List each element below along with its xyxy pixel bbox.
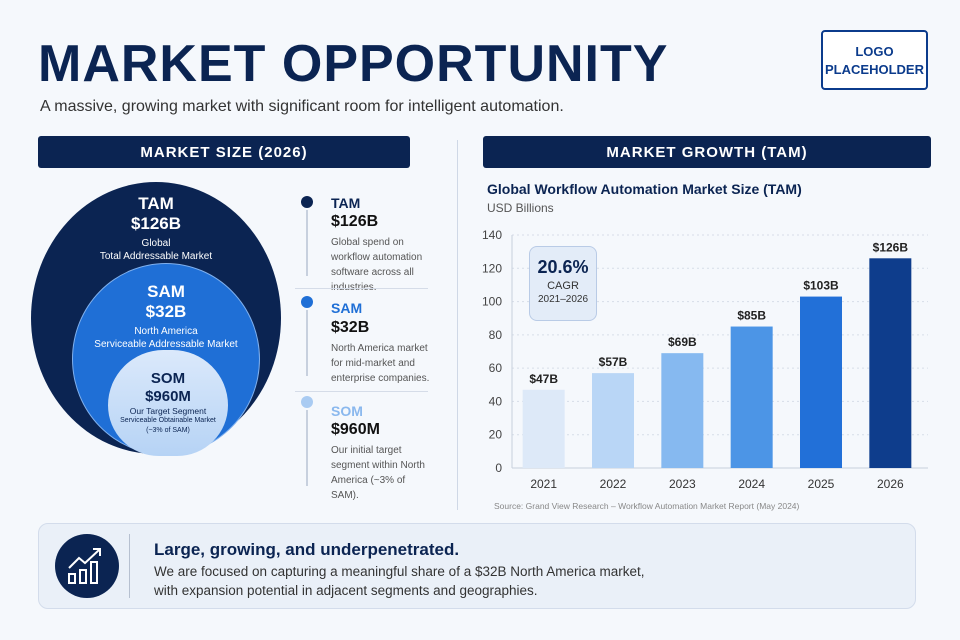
tam-dot — [301, 196, 313, 208]
source-note: Source: Grand View Research – Workflow A… — [494, 501, 800, 511]
bar-2025 — [800, 296, 842, 468]
separator — [295, 391, 428, 392]
market-size-header: MARKET SIZE (2026) — [38, 136, 410, 168]
tam-line1: Global — [141, 238, 171, 249]
sam-line2: Serviceable Addressable Market — [94, 339, 238, 350]
tam-item-label: TAM — [331, 195, 361, 211]
tam-value: $126B — [130, 214, 182, 233]
cagr-box: 20.6% CAGR 2021–2026 — [529, 246, 597, 321]
som-value: $960M — [145, 388, 191, 405]
market-growth-header: MARKET GROWTH (TAM) — [483, 136, 931, 168]
logo-line1: LOGO — [855, 43, 894, 59]
sam-dot — [301, 296, 313, 308]
tam-item-desc: Global spend on workflow automation soft… — [331, 237, 423, 293]
y-tick-label: 20 — [489, 428, 503, 442]
som-circle: SOM $960M Our Target Segment Serviceable… — [108, 350, 228, 456]
tam-item-value: $126B — [331, 213, 379, 230]
bar-2022 — [592, 373, 634, 468]
tam-line — [306, 210, 308, 276]
logo-line2: PLACEHOLDER — [825, 61, 924, 77]
som-line — [306, 410, 308, 486]
som-item-value: $960M — [331, 421, 380, 438]
sam-line1: North America — [134, 326, 198, 337]
som-dot — [301, 396, 313, 408]
som-label: SOM — [150, 370, 186, 387]
tam-label: TAM — [138, 194, 174, 213]
y-tick-label: 120 — [482, 261, 502, 275]
sam-line — [306, 310, 308, 376]
sam-value: $32B — [145, 302, 187, 321]
sam-label: SAM — [147, 282, 185, 301]
tam-line2: Total Addressable Market — [99, 251, 213, 262]
bar-2026 — [869, 258, 912, 468]
y-tick-label: 0 — [495, 461, 502, 475]
som-item-desc: Our initial target segment within North … — [331, 445, 425, 501]
data-label: $85B — [737, 309, 766, 323]
data-label: $69B — [668, 335, 697, 349]
data-label: $103B — [803, 279, 839, 293]
x-tick-label: 2024 — [738, 477, 765, 491]
bar-2024 — [730, 326, 773, 468]
sam-item-label: SAM — [331, 300, 363, 316]
chart-unit: USD Billions — [487, 201, 554, 215]
y-tick-label: 100 — [482, 295, 502, 309]
data-label: $57B — [599, 355, 628, 369]
sam-item-value: $32B — [331, 319, 370, 336]
som-line3: (~3% of SAM) — [146, 427, 190, 434]
som-item-label: SOM — [331, 403, 363, 419]
banner-divider — [129, 534, 130, 598]
x-tick-label: 2021 — [530, 477, 557, 491]
cagr-period: 2021–2026 — [537, 294, 589, 305]
x-tick-label: 2022 — [600, 477, 627, 491]
growth-chart-icon — [55, 534, 119, 598]
page-title: MARKET OPPORTUNITY — [38, 35, 669, 93]
cagr-value: 20.6% — [537, 257, 589, 277]
chart-title: Global Workflow Automation Market Size (… — [487, 181, 802, 197]
y-tick-label: 140 — [482, 228, 502, 242]
x-tick-label: 2026 — [877, 477, 904, 491]
bar-2021 — [522, 389, 565, 468]
y-tick-label: 60 — [489, 361, 503, 375]
page-subtitle: A massive, growing market with significa… — [40, 98, 564, 115]
divider — [457, 140, 458, 510]
sam-item-desc: North America market for mid-market and … — [331, 343, 430, 384]
som-line2: Serviceable Obtainable Market — [120, 417, 216, 424]
y-tick-label: 40 — [489, 394, 503, 408]
separator — [295, 288, 428, 289]
x-tick-label: 2023 — [669, 477, 696, 491]
cagr-label: CAGR — [547, 280, 579, 292]
banner-line1: We are focused on capturing a meaningful… — [154, 564, 645, 579]
banner-line2: with expansion potential in adjacent seg… — [154, 583, 538, 598]
bar-2023 — [661, 353, 704, 468]
x-tick-label: 2025 — [808, 477, 835, 491]
data-label: $47B — [529, 372, 558, 386]
summary-banner: Large, growing, and underpenetrated. We … — [38, 523, 916, 609]
banner-title: Large, growing, and underpenetrated. — [154, 540, 460, 559]
y-tick-label: 80 — [489, 328, 503, 342]
data-label: $126B — [873, 240, 909, 254]
logo: LOGO PLACEHOLDER — [821, 30, 928, 90]
som-line1: Our Target Segment — [129, 406, 207, 416]
